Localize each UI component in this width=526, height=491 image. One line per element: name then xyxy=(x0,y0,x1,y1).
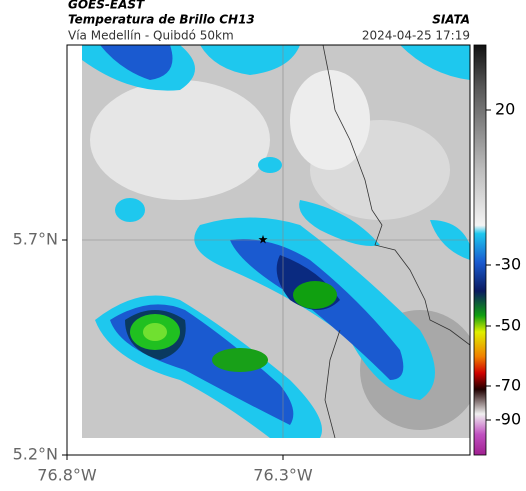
lat-label: 5.7°N xyxy=(13,230,58,249)
timestamp: 2024-04-25 17:19 xyxy=(362,29,470,43)
colorbar-tick-label: -30 xyxy=(495,255,521,274)
colorbar-tick-label: 20 xyxy=(495,100,515,119)
colorbar xyxy=(473,44,487,456)
colorbar-tick-label: -70 xyxy=(495,376,521,395)
location: Vía Medellín - Quibdó 50km xyxy=(68,29,234,43)
satellite-image xyxy=(82,45,470,438)
location-marker: ★ xyxy=(258,233,269,247)
lon-label: 76.8°W xyxy=(37,466,97,485)
colorbar-tick-label: -50 xyxy=(495,316,521,335)
title: GOES-EAST xyxy=(68,0,145,12)
source: SIATA xyxy=(432,13,470,27)
subtitle: Temperatura de Brillo CH13 xyxy=(68,13,255,27)
map-frame xyxy=(66,44,471,456)
lon-label: 76.3°W xyxy=(253,466,313,485)
lat-label: 5.2°N xyxy=(13,445,58,464)
colorbar-tick-label: -90 xyxy=(495,410,521,429)
